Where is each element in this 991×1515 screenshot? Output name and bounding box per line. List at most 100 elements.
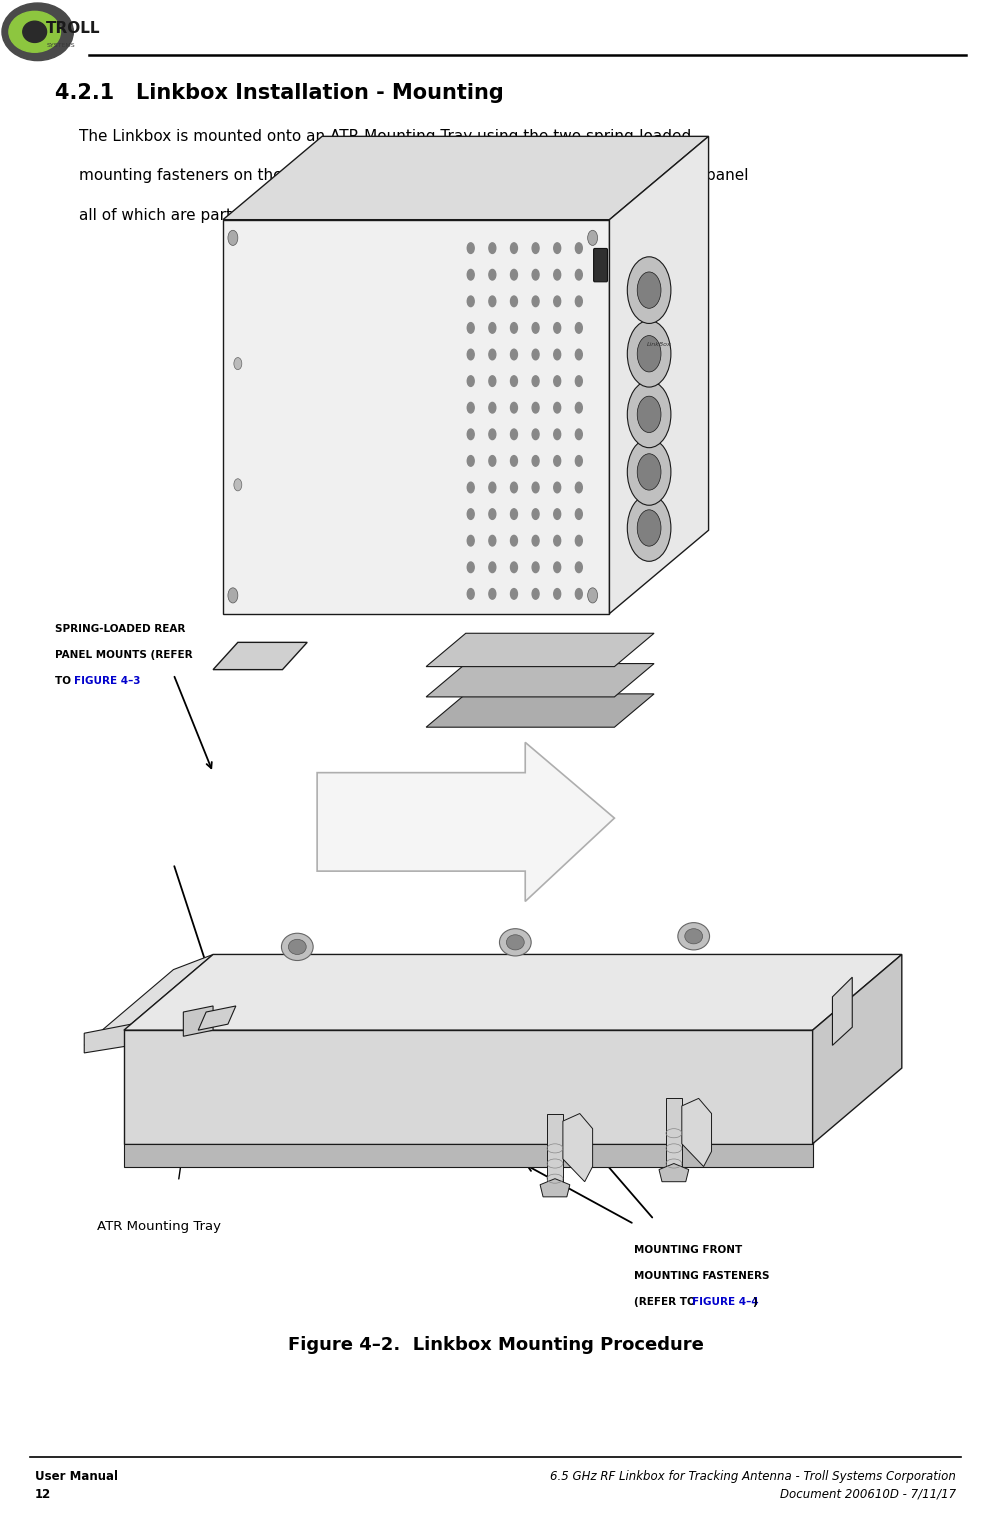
Polygon shape	[213, 642, 307, 670]
Text: Figure 4–2.  Linkbox Mounting Procedure: Figure 4–2. Linkbox Mounting Procedure	[287, 1336, 704, 1354]
Circle shape	[468, 562, 474, 573]
Circle shape	[627, 439, 671, 506]
Circle shape	[532, 270, 539, 280]
Text: TROLL: TROLL	[46, 21, 100, 36]
Polygon shape	[609, 136, 709, 614]
Polygon shape	[832, 977, 852, 1045]
Circle shape	[554, 456, 561, 467]
Circle shape	[576, 323, 583, 333]
Circle shape	[510, 270, 517, 280]
Circle shape	[510, 348, 517, 361]
Polygon shape	[124, 954, 902, 1030]
Circle shape	[576, 482, 583, 492]
Ellipse shape	[2, 3, 73, 61]
Circle shape	[532, 376, 539, 386]
Circle shape	[627, 382, 671, 448]
Circle shape	[510, 323, 517, 333]
Circle shape	[489, 588, 496, 598]
Circle shape	[468, 535, 474, 545]
Polygon shape	[198, 1006, 236, 1030]
Circle shape	[510, 429, 517, 439]
Ellipse shape	[685, 929, 703, 944]
Circle shape	[576, 295, 583, 306]
Text: (REFER TO: (REFER TO	[634, 1297, 700, 1307]
Circle shape	[576, 242, 583, 253]
Circle shape	[489, 403, 496, 414]
Circle shape	[532, 535, 539, 545]
Text: MOUNTING FRONT: MOUNTING FRONT	[634, 1245, 742, 1256]
Circle shape	[468, 456, 474, 467]
Circle shape	[576, 588, 583, 598]
Polygon shape	[317, 742, 614, 901]
Circle shape	[588, 588, 598, 603]
Circle shape	[532, 429, 539, 439]
Text: User Manual: User Manual	[35, 1470, 118, 1483]
Ellipse shape	[23, 21, 47, 42]
Circle shape	[510, 403, 517, 414]
Circle shape	[228, 230, 238, 245]
Text: SPRING-LOADED REAR: SPRING-LOADED REAR	[55, 624, 185, 635]
Text: LinkBox: LinkBox	[647, 342, 671, 347]
Polygon shape	[426, 694, 654, 727]
Ellipse shape	[506, 935, 524, 950]
Text: 4.2.1   Linkbox Installation - Mounting: 4.2.1 Linkbox Installation - Mounting	[55, 83, 503, 103]
Polygon shape	[547, 1114, 563, 1189]
Circle shape	[489, 270, 496, 280]
Polygon shape	[124, 1030, 813, 1144]
Circle shape	[627, 256, 671, 323]
Circle shape	[532, 295, 539, 306]
Text: Document 200610D - 7/11/17: Document 200610D - 7/11/17	[780, 1488, 956, 1501]
Text: mounting fasteners on the rear and two locking adjustable fasteners on the front: mounting fasteners on the rear and two l…	[79, 168, 749, 183]
Circle shape	[468, 429, 474, 439]
Circle shape	[489, 482, 496, 492]
Circle shape	[627, 321, 671, 386]
Circle shape	[510, 242, 517, 253]
Polygon shape	[124, 1144, 813, 1167]
Circle shape	[627, 494, 671, 562]
Circle shape	[468, 588, 474, 598]
Circle shape	[510, 562, 517, 573]
Text: FIGURE 4–4: FIGURE 4–4	[693, 1297, 759, 1307]
Ellipse shape	[281, 933, 313, 961]
FancyBboxPatch shape	[594, 248, 607, 282]
Circle shape	[554, 323, 561, 333]
Circle shape	[468, 376, 474, 386]
Text: Figure 4–2: Figure 4–2	[517, 208, 596, 223]
Circle shape	[576, 535, 583, 545]
Polygon shape	[540, 1179, 570, 1197]
Circle shape	[489, 323, 496, 333]
Circle shape	[510, 535, 517, 545]
Ellipse shape	[9, 11, 60, 53]
Circle shape	[576, 403, 583, 414]
Circle shape	[228, 588, 238, 603]
Circle shape	[532, 509, 539, 520]
Circle shape	[588, 230, 598, 245]
Circle shape	[510, 588, 517, 598]
Polygon shape	[682, 1098, 712, 1167]
Ellipse shape	[678, 923, 710, 950]
Circle shape	[576, 376, 583, 386]
Circle shape	[576, 270, 583, 280]
Circle shape	[489, 242, 496, 253]
Circle shape	[532, 482, 539, 492]
Circle shape	[576, 456, 583, 467]
Circle shape	[234, 358, 242, 370]
Circle shape	[489, 295, 496, 306]
Circle shape	[510, 509, 517, 520]
Circle shape	[554, 429, 561, 439]
Ellipse shape	[288, 939, 306, 954]
Circle shape	[468, 323, 474, 333]
Circle shape	[468, 509, 474, 520]
Text: ): )	[752, 1297, 757, 1307]
Circle shape	[554, 348, 561, 361]
Polygon shape	[84, 954, 213, 1045]
Circle shape	[489, 348, 496, 361]
Circle shape	[637, 336, 661, 373]
Circle shape	[468, 403, 474, 414]
Text: all of which are part of the plate’s configuration (refer to: all of which are part of the plate’s con…	[79, 208, 517, 223]
Polygon shape	[183, 1006, 213, 1036]
Circle shape	[637, 397, 661, 433]
Circle shape	[554, 376, 561, 386]
Circle shape	[637, 509, 661, 547]
Text: ).: ).	[596, 208, 606, 223]
